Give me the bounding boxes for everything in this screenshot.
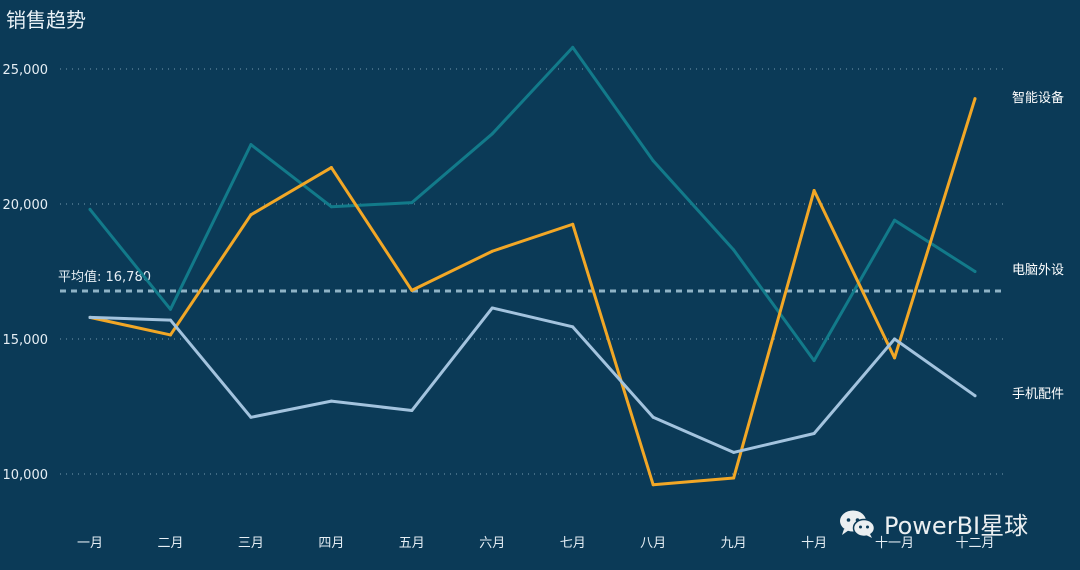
average-reference: 平均值: 16,780 xyxy=(58,269,1005,293)
data-point xyxy=(973,270,977,273)
x-tick-label: 九月 xyxy=(721,536,747,551)
data-point xyxy=(732,450,736,454)
series-line xyxy=(88,306,977,454)
series-label: 手机配件 xyxy=(1012,387,1064,402)
x-tick-label: 四月 xyxy=(318,536,344,551)
data-point xyxy=(410,288,414,292)
watermark: PowerBI星球 xyxy=(838,506,1028,541)
data-point xyxy=(812,359,816,363)
data-point xyxy=(168,318,172,322)
data-point xyxy=(732,248,736,252)
y-tick-label: 25,000 xyxy=(3,63,49,78)
data-point xyxy=(973,97,977,101)
data-point xyxy=(329,399,333,403)
series-lines xyxy=(88,45,977,487)
data-point xyxy=(490,306,494,310)
data-point xyxy=(651,415,655,419)
data-point xyxy=(410,409,414,413)
data-point xyxy=(329,166,333,170)
x-tick-label: 十月 xyxy=(801,536,827,551)
data-point xyxy=(88,207,92,211)
x-tick-label: 八月 xyxy=(640,536,666,551)
data-point xyxy=(249,415,253,419)
data-point xyxy=(490,249,494,253)
series-line xyxy=(88,45,977,363)
chart-title: 销售趋势 xyxy=(6,8,86,32)
data-point xyxy=(571,222,575,226)
data-point xyxy=(651,159,655,163)
data-point xyxy=(651,483,655,487)
y-tick-label: 15,000 xyxy=(3,333,49,348)
data-point xyxy=(571,45,575,49)
data-point xyxy=(571,325,575,329)
series-label: 智能设备 xyxy=(1012,90,1064,106)
data-point xyxy=(893,356,897,360)
data-point xyxy=(812,432,816,435)
series-line xyxy=(88,97,977,487)
x-tick-label: 七月 xyxy=(560,536,586,551)
y-axis: 10,000 15,000 20,000 25,000 xyxy=(3,63,49,483)
y-tick-label: 20,000 xyxy=(3,198,49,213)
x-axis: 一月 二月 三月 四月 五月 六月 七月 八月 九月 十月 十一月 十二月 xyxy=(77,536,995,551)
x-tick-label: 三月 xyxy=(238,536,264,551)
data-point xyxy=(249,213,253,217)
x-tick-label: 二月 xyxy=(157,536,183,551)
watermark-text: PowerBI星球 xyxy=(884,512,1029,540)
wechat-icon xyxy=(840,510,876,538)
grid-lines xyxy=(60,68,1005,475)
data-point xyxy=(329,205,333,209)
x-tick-label: 十一月 xyxy=(875,536,914,551)
x-tick-label: 一月 xyxy=(77,536,103,551)
data-point xyxy=(490,132,494,136)
data-point xyxy=(893,337,897,341)
data-point xyxy=(973,394,977,398)
data-point xyxy=(410,201,414,205)
x-tick-label: 五月 xyxy=(399,536,425,551)
x-tick-label: 六月 xyxy=(479,536,505,551)
data-point xyxy=(168,307,172,311)
data-point xyxy=(168,333,172,337)
data-point xyxy=(893,218,897,222)
x-tick-label: 十二月 xyxy=(955,536,994,551)
series-label: 电脑外设 xyxy=(1012,263,1064,278)
data-point xyxy=(88,315,92,319)
average-label: 平均值: 16,780 xyxy=(58,269,151,285)
data-point xyxy=(812,189,816,192)
data-point xyxy=(732,476,736,480)
y-tick-label: 10,000 xyxy=(3,468,49,483)
data-point xyxy=(249,143,253,147)
